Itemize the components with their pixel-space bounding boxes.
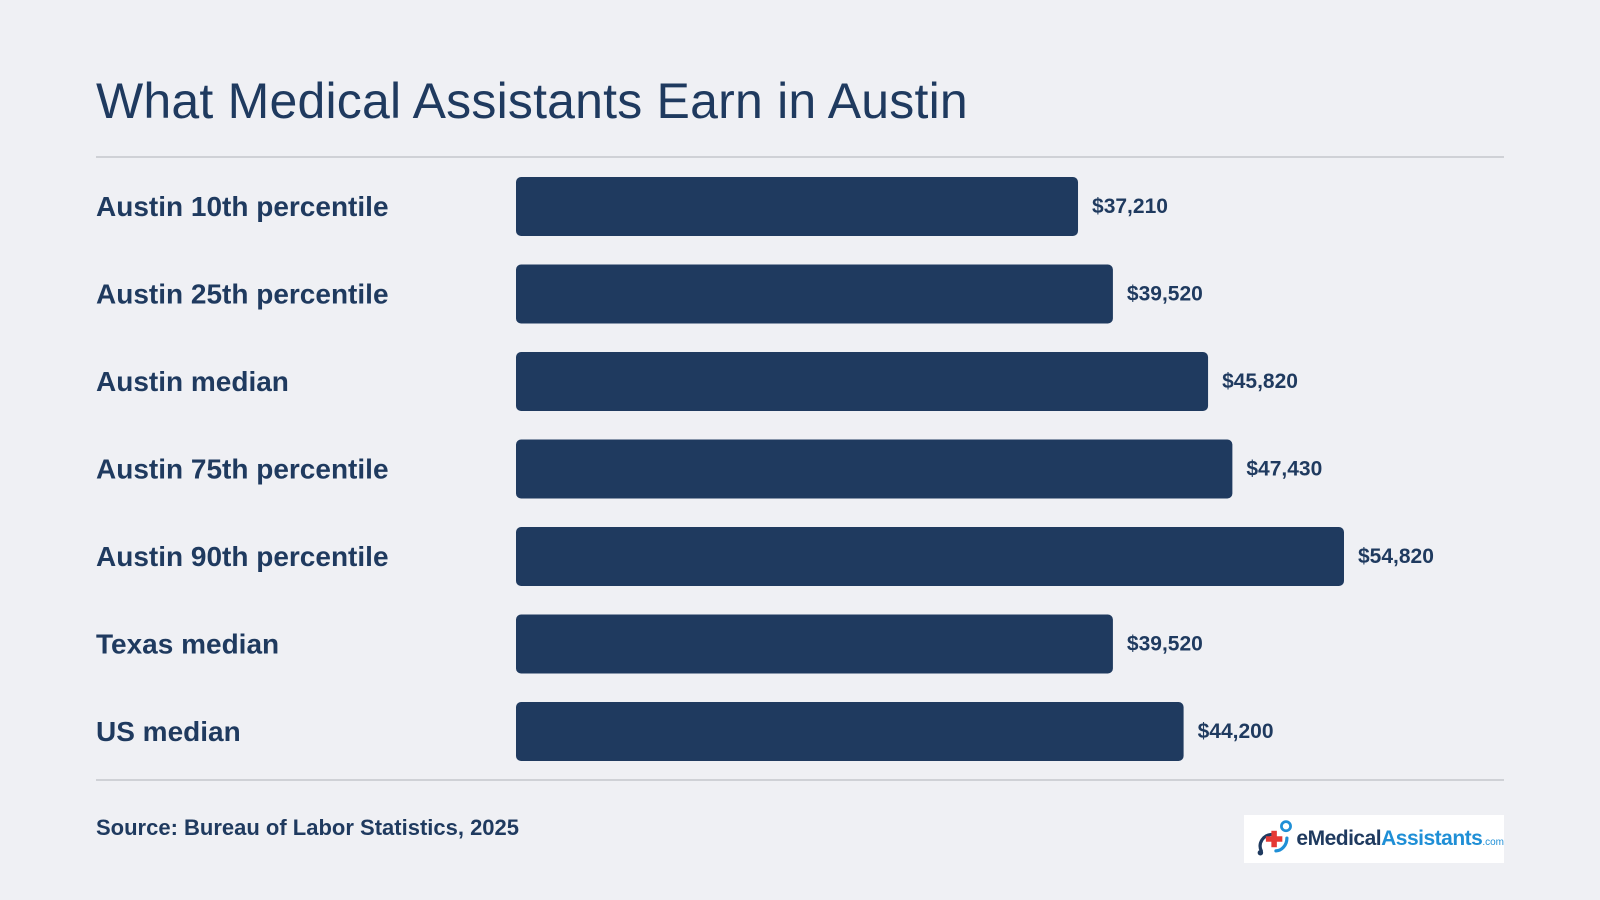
value-label: $54,820 (1358, 545, 1434, 568)
logo-text-suffix: .com (1482, 837, 1504, 848)
logo-text-part2: Assistants (1381, 827, 1483, 850)
medical-cross-logo-icon (1257, 820, 1292, 856)
value-label: $37,210 (1092, 195, 1168, 218)
category-label: Austin 75th percentile (96, 454, 389, 485)
category-label: Austin 25th percentile (96, 279, 389, 310)
bar (516, 177, 1079, 236)
chart-title: What Medical Assistants Earn in Austin (96, 73, 968, 129)
value-label: $44,200 (1198, 720, 1274, 743)
value-label: $39,520 (1127, 633, 1203, 656)
bar (516, 439, 1233, 499)
category-label: Austin 10th percentile (96, 191, 389, 222)
category-label: Austin median (96, 366, 289, 397)
bar (516, 264, 1113, 324)
bar (516, 527, 1344, 586)
bar (516, 614, 1113, 674)
logo-text-part1: eMedical (1296, 827, 1382, 850)
value-label: $39,520 (1127, 283, 1203, 306)
source-note: Source: Bureau of Labor Statistics, 2025 (96, 815, 520, 840)
category-label: US median (96, 716, 241, 747)
category-label: Austin 90th percentile (96, 541, 389, 572)
bar (516, 702, 1184, 761)
top-divider (96, 156, 1504, 158)
value-label: $47,430 (1246, 458, 1322, 481)
brand-logo: eMedicalAssistants.com (1244, 815, 1504, 863)
bar (516, 352, 1209, 411)
category-label: Texas median (96, 629, 279, 660)
logo-text: eMedicalAssistants.com (1296, 827, 1504, 851)
value-label: $45,820 (1222, 370, 1298, 393)
bottom-divider (96, 779, 1504, 781)
